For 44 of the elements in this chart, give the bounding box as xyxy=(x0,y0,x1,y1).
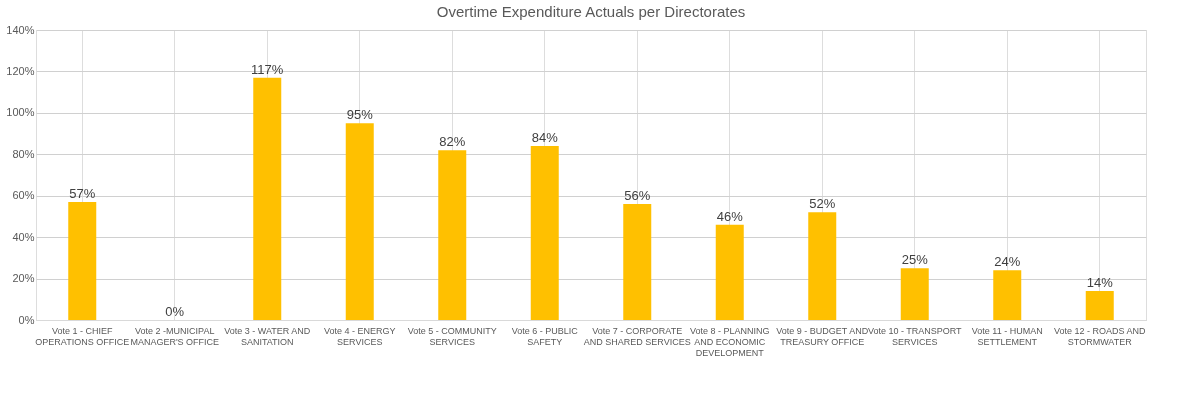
y-tick-label: 80% xyxy=(12,147,35,160)
x-tick-label: Vote 1 - CHIEF OPERATIONS OFFICE xyxy=(35,325,130,347)
y-tick-label: 120% xyxy=(6,64,35,77)
bar xyxy=(715,224,744,320)
x-tick-label: Vote 9 - BUDGET AND TREASURY OFFICE xyxy=(776,325,869,347)
x-tick-label: Vote 3 - WATER AND SANITATION xyxy=(224,325,311,347)
bar xyxy=(900,268,929,320)
bar xyxy=(345,123,374,320)
y-tick-label: 60% xyxy=(12,189,35,202)
data-label: 84% xyxy=(531,130,559,145)
data-label: 14% xyxy=(1086,275,1114,290)
data-label: 0% xyxy=(165,304,185,319)
data-label: 24% xyxy=(994,254,1021,270)
x-tick-label: Vote 4 - ENERGY SERVICES xyxy=(323,325,396,347)
data-label: 52% xyxy=(809,196,836,212)
chart-title: Overtime Expenditure Actuals per Directorates xyxy=(436,3,746,20)
data-label: 82% xyxy=(439,134,466,150)
data-label: 25% xyxy=(901,252,929,268)
y-tick-label: 140% xyxy=(6,23,35,36)
bar xyxy=(808,212,837,320)
x-tick-label: Vote 2 -MUNICIPAL MANAGER'S OFFICE xyxy=(130,325,220,347)
bar xyxy=(253,77,282,320)
bar xyxy=(623,204,652,320)
y-tick-label: 20% xyxy=(12,272,35,285)
x-tick-label: Vote 8 - PLANNING AND ECONOMIC DEVELOPMENT xyxy=(689,325,770,358)
data-label: 56% xyxy=(624,188,651,203)
x-tick-label: Vote 12 - ROADS AND STORMWATER xyxy=(1053,325,1147,347)
bar xyxy=(68,201,97,320)
data-label: 57% xyxy=(69,185,96,201)
data-label: 95% xyxy=(346,107,374,123)
x-tick-label: Vote 5 - COMMUNITY SERVICES xyxy=(407,325,497,347)
x-tick-label: Vote 7 - CORPORATE AND SHARED SERVICES xyxy=(583,325,691,347)
y-tick-label: 40% xyxy=(12,230,35,243)
data-label: 117% xyxy=(251,61,284,77)
bar xyxy=(993,270,1022,320)
bar xyxy=(1085,291,1114,320)
x-tick-label: Vote 11 - HUMAN SETTLEMENT xyxy=(971,325,1043,347)
x-tick-label: Vote 6 - PUBLIC SAFETY xyxy=(511,325,579,347)
bar xyxy=(530,146,559,320)
data-label: 46% xyxy=(716,208,744,224)
y-tick-label: 0% xyxy=(18,313,35,326)
x-tick-label: Vote 10 - TRANSPORT SERVICES xyxy=(867,325,963,347)
y-tick-label: 100% xyxy=(6,106,35,119)
bar xyxy=(438,150,467,320)
